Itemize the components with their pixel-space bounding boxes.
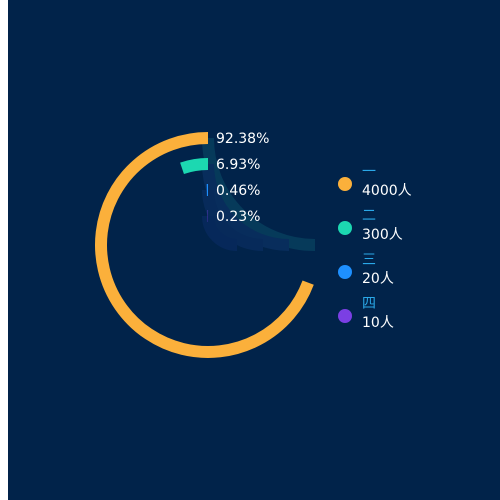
legend-name-3[interactable]: 三: [362, 252, 376, 268]
percent-label-2: 6.93%: [216, 157, 260, 173]
legend-marker-4[interactable]: [338, 309, 352, 323]
percent-label-4: 0.23%: [216, 209, 260, 225]
rings-group: [95, 132, 316, 358]
ring-track-4: [202, 215, 238, 251]
legend-name-2[interactable]: 二: [362, 208, 376, 224]
ring-track-3: [202, 189, 264, 251]
percent-label-1: 92.38%: [216, 131, 269, 147]
ring-bar-2[interactable]: [180, 158, 209, 175]
legend-marker-3[interactable]: [338, 265, 352, 279]
legend-name-4[interactable]: 四: [362, 296, 376, 312]
ring-bar-1[interactable]: [95, 132, 314, 358]
legend-value-3: 20人: [362, 271, 394, 287]
legend-name-1[interactable]: 一: [362, 164, 376, 180]
legend-marker-1[interactable]: [338, 177, 352, 191]
ring-track-1: [202, 137, 316, 251]
chart-stage: 92.38% 6.93% 0.46% 0.23% 一 4000人二 300人三 20人四 10…: [8, 0, 500, 500]
legend-marker-2[interactable]: [338, 221, 352, 235]
percent-labels-group: 92.38% 6.93% 0.46% 0.23%: [216, 131, 269, 225]
legend-value-1: 4000人: [362, 183, 412, 199]
percent-label-3: 0.46%: [216, 183, 260, 199]
legend-value-4: 10人: [362, 315, 394, 331]
legend-value-2: 300人: [362, 227, 403, 243]
ring-track-2: [202, 163, 290, 251]
